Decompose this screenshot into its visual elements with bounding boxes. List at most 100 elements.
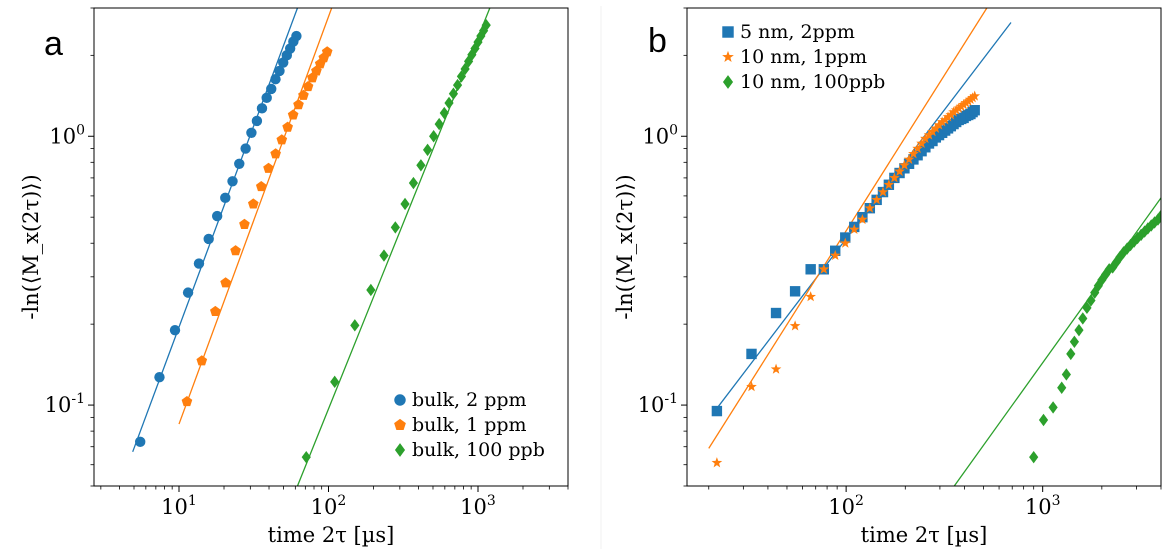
x-tick-label: 101	[161, 493, 197, 519]
y-tick-label: 100	[642, 122, 678, 148]
chart-panel-a: 101 102 103 10-1 100 a time 2τ [µs] -ln(⟨M_x…	[19, 7, 569, 547]
legend-b: 5 nm, 2ppm 10 nm, 1ppm 10 nm, 100ppb	[722, 21, 885, 93]
data-point-10-nm-100ppb	[1100, 268, 1111, 281]
data-point-bulk-100-ppb	[456, 70, 467, 83]
data-point-bulk-100-ppb	[473, 35, 483, 49]
data-point-bulk-2-ppm	[234, 158, 245, 169]
data-point-10-nm-1ppm	[894, 165, 905, 176]
data-point-bulk-1-ppm	[263, 162, 274, 173]
data-point-5-nm-2ppm	[746, 348, 757, 360]
data-point-10-nm-1ppm	[711, 457, 723, 468]
data-point-bulk-2-ppm	[154, 371, 165, 383]
data-point-bulk-100-ppb	[463, 55, 474, 68]
data-point-10-nm-100ppb	[1125, 238, 1136, 252]
data-point-10-nm-1ppm	[908, 148, 919, 159]
data-point-bulk-100-ppb	[434, 117, 444, 131]
data-point-10-nm-1ppm	[864, 202, 876, 213]
data-point-bulk-100-ppb	[481, 18, 491, 32]
data-point-bulk-2-ppm	[261, 92, 272, 104]
data-point-10-nm-100ppb	[1048, 401, 1058, 414]
data-point-bulk-100-ppb	[452, 78, 463, 92]
data-point-bulk-1-ppm	[230, 245, 241, 256]
data-point-bulk-1-ppm	[302, 81, 314, 92]
data-point-10-nm-100ppb	[1149, 216, 1160, 229]
x-tick-label: 103	[1025, 493, 1061, 519]
data-point-bulk-2-ppm	[193, 258, 205, 269]
fit-line-10-nm-1ppm	[708, 8, 988, 449]
data-point-bulk-100-ppb	[444, 96, 454, 110]
x-axis-label-b: time 2τ [µs]	[861, 523, 988, 547]
data-point-bulk-1-ppm	[293, 99, 304, 110]
data-point-10-nm-1ppm	[939, 114, 951, 125]
data-point-bulk-2-ppm	[291, 30, 302, 42]
data-point-10-nm-1ppm	[955, 100, 967, 112]
data-point-10-nm-1ppm	[805, 291, 816, 302]
data-point-bulk-2-ppm	[240, 143, 251, 154]
data-point-10-nm-100ppb	[1057, 381, 1067, 394]
x-tick-label: 102	[311, 493, 347, 519]
data-point-10-nm-100ppb	[1061, 368, 1071, 381]
data-point-5-nm-2ppm	[770, 307, 782, 319]
data-point-bulk-2-ppm	[274, 65, 285, 77]
data-point-10-nm-1ppm	[848, 223, 860, 235]
data-point-10-nm-100ppb	[1078, 312, 1088, 325]
legend-marker-bulk-2-ppm	[394, 394, 406, 406]
data-point-bulk-1-ppm	[276, 134, 288, 145]
legend-label-5-nm-2ppm: 5 nm, 2ppm	[740, 21, 855, 43]
data-point-bulk-100-ppb	[467, 48, 477, 61]
data-point-10-nm-1ppm	[969, 90, 981, 101]
data-point-bulk-100-ppb	[439, 106, 449, 120]
x-axis-label-a: time 2τ [µs]	[268, 523, 395, 547]
data-point-10-nm-100ppb	[1069, 335, 1079, 348]
data-point-10-nm-100ppb	[1093, 279, 1103, 292]
x-tick-label: 103	[460, 493, 496, 519]
data-point-10-nm-1ppm	[818, 263, 830, 274]
markers-b	[711, 90, 1161, 468]
data-point-bulk-1-ppm	[321, 46, 333, 57]
data-point-bulk-1-ppm	[181, 396, 193, 407]
data-point-10-nm-100ppb	[1156, 209, 1161, 223]
data-point-10-nm-100ppb	[1097, 273, 1107, 287]
data-point-10-nm-1ppm	[883, 179, 895, 190]
data-point-bulk-1-ppm	[210, 305, 221, 316]
data-point-bulk-1-ppm	[247, 198, 259, 209]
data-point-bulk-2-ppm	[256, 103, 268, 114]
data-point-10-nm-1ppm	[789, 320, 801, 331]
data-point-10-nm-1ppm	[746, 381, 757, 392]
data-point-10-nm-1ppm	[857, 213, 868, 225]
fit-line-bulk-2-ppm	[132, 8, 299, 453]
data-point-bulk-100-ppb	[422, 143, 433, 157]
data-point-bulk-100-ppb	[330, 375, 340, 389]
data-point-bulk-2-ppm	[134, 436, 146, 448]
data-point-10-nm-100ppb	[1038, 413, 1049, 427]
data-point-10-nm-1ppm	[950, 104, 962, 115]
data-point-10-nm-1ppm	[829, 249, 841, 261]
data-point-5-nm-2ppm	[789, 286, 801, 297]
data-point-10-nm-1ppm	[933, 119, 945, 130]
data-point-bulk-100-ppb	[390, 221, 400, 234]
data-point-10-nm-1ppm	[889, 172, 900, 183]
data-point-10-nm-1ppm	[899, 159, 910, 170]
legend-label-10-nm-100ppb: 10 nm, 100ppb	[740, 71, 885, 93]
data-point-5-nm-2ppm	[805, 264, 816, 275]
data-point-10-nm-1ppm	[930, 122, 942, 133]
data-point-bulk-100-ppb	[350, 319, 360, 332]
y-tick-label: 10-1	[45, 391, 85, 417]
data-point-bulk-2-ppm	[227, 176, 238, 187]
data-point-10-nm-100ppb	[1074, 323, 1084, 337]
data-point-bulk-100-ppb	[379, 249, 389, 262]
y-axis-label-b: -ln(⟨M_x(2τ)⟩)	[613, 174, 637, 319]
legend-marker-5-nm-2ppm	[722, 26, 734, 38]
data-point-bulk-100-ppb	[476, 29, 486, 43]
legend-label-bulk-100-ppb: bulk, 100 ppb	[412, 439, 545, 461]
markers-a	[134, 18, 491, 464]
y-axis-label-a: -ln(⟨M_x(2τ)⟩)	[19, 174, 43, 319]
chart-panel-b: 102 103 10-1 100 b time 2τ [µs] -ln(⟨M_x(2τ…	[613, 7, 1162, 547]
data-point-10-nm-1ppm	[942, 111, 954, 122]
data-point-10-nm-1ppm	[945, 109, 957, 120]
data-point-10-nm-1ppm	[871, 194, 882, 205]
data-point-10-nm-1ppm	[877, 186, 889, 197]
x-tick-label: 102	[828, 493, 864, 519]
data-point-bulk-1-ppm	[298, 89, 309, 100]
data-point-10-nm-100ppb	[1086, 294, 1096, 307]
